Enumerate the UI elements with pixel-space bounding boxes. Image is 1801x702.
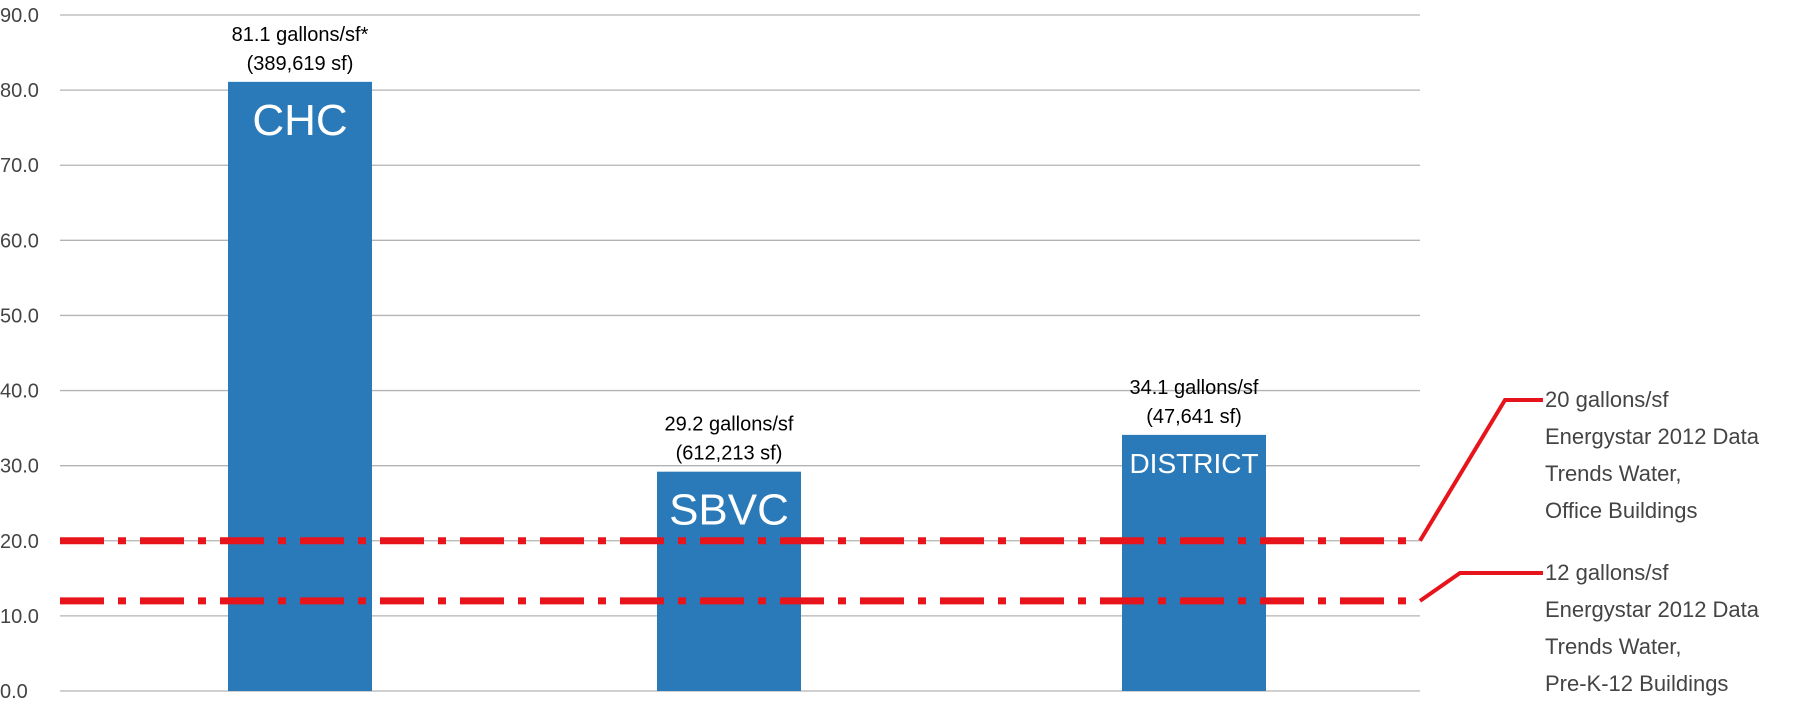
bar-district	[1122, 434, 1266, 691]
y-tick-label: 40.0	[0, 381, 39, 403]
bar-sbvc	[657, 471, 801, 691]
y-tick-label: 20.0	[0, 531, 39, 553]
reference-note-line: 12 gallons/sf	[1545, 560, 1669, 585]
y-tick-label: 60.0	[0, 230, 39, 252]
reference-note-line: Trends Water,	[1545, 461, 1682, 486]
y-tick-label: 70.0	[0, 155, 39, 177]
bars: CHC 81.1 gallons/sf* (389,619 sf) SBVC 29.2 …	[228, 24, 1266, 692]
y-tick-label: 80.0	[0, 80, 39, 102]
bar-category-label: DISTRICT	[1129, 448, 1258, 479]
bar-value-label: 81.1 gallons/sf*	[232, 24, 369, 46]
y-tick-label: 30.0	[0, 456, 39, 478]
reference-note-line: 20 gallons/sf	[1545, 387, 1669, 412]
bar-chc	[228, 81, 372, 692]
reference-leader-line	[1418, 398, 1543, 542]
reference-note-line: Energystar 2012 Data	[1545, 424, 1760, 449]
y-tick-label: 50.0	[0, 305, 39, 327]
reference-note-line: Pre-K-12 Buildings	[1545, 671, 1728, 696]
y-tick-label: 10.0	[0, 606, 39, 628]
reference-note-line: Trends Water,	[1545, 634, 1682, 659]
reference-note-line: Office Buildings	[1545, 498, 1697, 523]
bar-value-label: 29.2 gallons/sf	[665, 414, 794, 436]
reference-note-line: Energystar 2012 Data	[1545, 597, 1760, 622]
bar-area-label: (47,641 sf)	[1146, 406, 1242, 428]
bar-category-label: SBVC	[669, 486, 789, 535]
bar-category-label: CHC	[252, 96, 347, 145]
y-tick-label: 90.0	[0, 5, 39, 27]
bar-area-label: (389,619 sf)	[247, 53, 354, 75]
bar-value-label: 34.1 gallons/sf	[1130, 377, 1259, 399]
y-tick-label: 0.0	[0, 681, 28, 702]
reference-lines: 20 gallons/sf Energystar 2012 Data Trends …	[60, 387, 1760, 696]
bar-area-label: (612,213 sf)	[676, 443, 783, 465]
reference-leader-line	[1418, 571, 1543, 603]
y-axis-ticks: 0.0 10.0 20.0 30.0 40.0 50.0 60.0 70.0 80.0 90.0	[0, 5, 39, 702]
